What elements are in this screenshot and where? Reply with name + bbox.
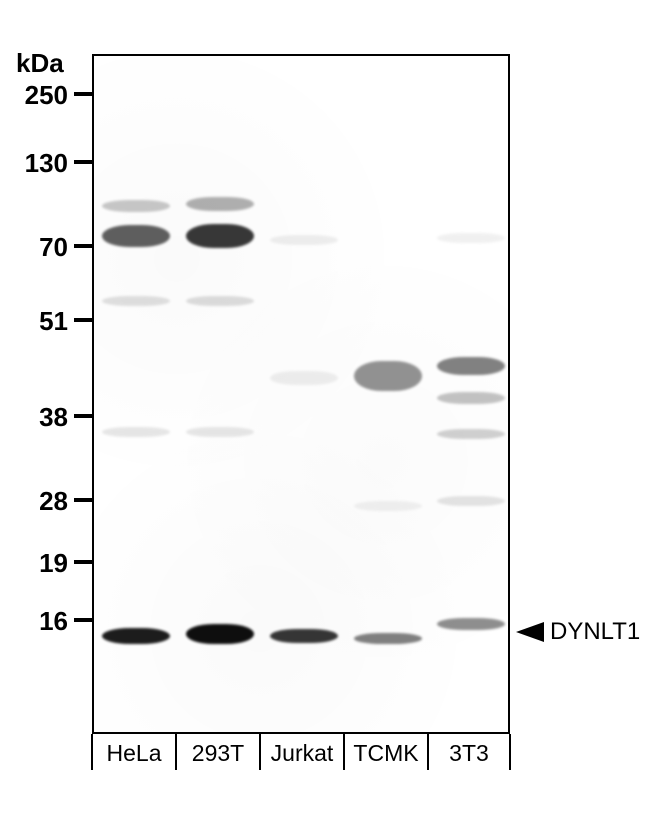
blot-band [186, 427, 255, 437]
blot-frame [92, 54, 510, 734]
lane-label-tcmk: TCMK [344, 740, 428, 767]
mw-tick-mark [74, 244, 92, 248]
axis-title: kDa [16, 48, 64, 79]
mw-tick-mark [74, 560, 92, 564]
mw-tick-mark [74, 160, 92, 164]
mw-tick-mark [74, 318, 92, 322]
blot-band [437, 233, 504, 243]
lane-separator [91, 734, 93, 770]
lane-label-3t3: 3T3 [428, 740, 510, 767]
blot-band [102, 628, 171, 644]
blot-band [437, 392, 504, 404]
lane-label-jurkat: Jurkat [260, 740, 344, 767]
blot-band [437, 429, 504, 439]
mw-tick-mark [74, 414, 92, 418]
blot-band [437, 618, 504, 630]
mw-tick-mark [74, 92, 92, 96]
target-label: DYNLT1 [550, 618, 640, 646]
blot-band [102, 296, 171, 306]
mw-tick-label: 51 [39, 306, 68, 337]
lane-label-hela: HeLa [92, 740, 176, 767]
blot-band [270, 235, 339, 245]
blot-band [270, 629, 339, 643]
mw-tick-label: 70 [39, 232, 68, 263]
blot-band [354, 633, 423, 644]
blot-band [437, 357, 504, 375]
blot-band [186, 197, 255, 211]
blot-band [354, 501, 423, 511]
mw-tick-label: 28 [39, 486, 68, 517]
blot-band [102, 200, 171, 212]
lane-separator [509, 734, 511, 770]
blot-band [270, 371, 339, 385]
mw-tick-label: 130 [25, 148, 68, 179]
blot-band [186, 624, 255, 644]
lane-label-293t: 293T [176, 740, 260, 767]
mw-tick-mark [74, 498, 92, 502]
mw-tick-label: 38 [39, 402, 68, 433]
blot-band [354, 361, 423, 391]
blot-band [186, 224, 255, 248]
target-arrow-icon [516, 622, 544, 642]
mw-tick-label: 19 [39, 548, 68, 579]
blot-band [102, 225, 171, 247]
blot-band [186, 296, 255, 306]
mw-tick-label: 250 [25, 80, 68, 111]
blot-band [437, 496, 504, 506]
blot-band [102, 427, 171, 437]
mw-tick-mark [74, 618, 92, 622]
mw-tick-label: 16 [39, 606, 68, 637]
figure-container: kDa DYNLT1 250 130 70 51 38 28 19 16 HeLa293TJur… [0, 0, 650, 822]
